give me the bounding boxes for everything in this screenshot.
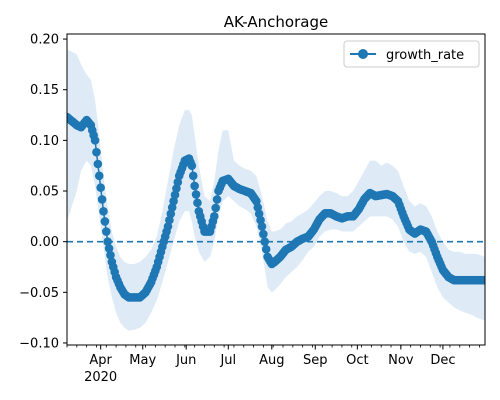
data-point: [188, 171, 198, 181]
data-point: [100, 217, 110, 226]
series-points-layer: [67, 112, 485, 302]
data-point: [99, 206, 108, 216]
data-point: [209, 212, 219, 221]
data-point: [211, 203, 220, 213]
x-tick-label: Jun: [175, 353, 196, 368]
data-point: [106, 250, 115, 260]
y-tick-label: 0.20: [30, 33, 59, 48]
y-tick-label: 0.00: [30, 235, 59, 250]
data-point: [97, 195, 107, 204]
confidence-band: [67, 49, 485, 331]
data-point: [96, 183, 105, 192]
y-tick-label: 0.15: [30, 83, 59, 98]
data-point: [191, 190, 201, 199]
y-tick-label: −0.05: [19, 286, 59, 301]
x-tick-label: May: [129, 353, 156, 368]
data-point: [92, 147, 101, 157]
legend-box: [343, 40, 480, 68]
legend-marker-swatch: [358, 49, 368, 59]
x-tick-label: Oct: [346, 353, 368, 368]
data-point: [104, 244, 114, 253]
x-tick-label: Nov: [388, 353, 414, 368]
confidence-band-layer: [67, 49, 485, 331]
data-point: [187, 161, 197, 170]
x-tick-label: Aug: [259, 353, 284, 368]
data-point: [257, 222, 267, 231]
x-tick-label: Dec: [430, 353, 455, 368]
data-point: [480, 275, 485, 285]
legend-label: growth_rate: [386, 48, 464, 63]
data-point: [94, 171, 104, 181]
data-point: [103, 237, 112, 246]
chart-title: AK-Anchorage: [224, 13, 328, 31]
data-point: [261, 244, 271, 254]
plot-frame: [66, 33, 486, 346]
data-point: [260, 237, 270, 246]
y-axis: −0.10 −0.05 0.00 0.05 0.10 0.15 0.20: [19, 33, 67, 351]
data-point: [101, 227, 111, 236]
x-tick-sublabel: 2020: [84, 370, 117, 385]
data-point: [190, 181, 199, 191]
x-tick-label: Apr: [89, 353, 112, 368]
data-point: [259, 229, 268, 239]
data-point: [212, 195, 222, 204]
y-tick-label: −0.10: [19, 336, 59, 351]
data-point: [90, 136, 100, 145]
data-point: [93, 159, 103, 169]
y-tick-label: 0.05: [30, 185, 59, 200]
x-tick-label: Sep: [303, 353, 328, 368]
x-axis: Apr 2020 May Jun Jul Aug Sep Oct Nov Dec: [66, 345, 480, 385]
x-tick-label: Jul: [219, 353, 236, 368]
y-tick-label: 0.10: [30, 134, 59, 149]
legend: growth_rate: [343, 40, 480, 68]
data-point: [193, 198, 202, 208]
